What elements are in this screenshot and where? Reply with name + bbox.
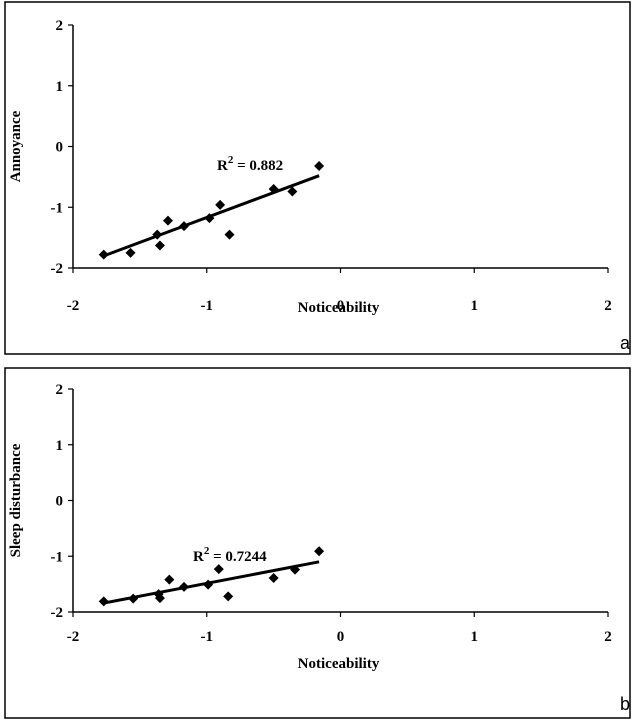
y-tick-label: 1 (56, 79, 64, 95)
data-point (179, 581, 190, 592)
x-tick-label: -2 (67, 298, 80, 314)
chart-panel-sleep-disturbance: -2 -1 0 1 2 -2 -1 0 1 2 Noticeability Sleep disturb… (0, 366, 642, 721)
data-point (154, 593, 165, 604)
data-point (179, 221, 190, 232)
data-point (204, 213, 215, 224)
x-tick-label: -2 (67, 629, 80, 645)
annoyance-chart: -2 -1 0 1 2 -2 -1 0 1 2 Noticeability Annoyance R2 =… (4, 1, 631, 355)
data-point (152, 229, 163, 240)
data-point (314, 160, 325, 171)
data-point (268, 572, 279, 583)
x-tick-label: 0 (337, 298, 345, 314)
data-point (314, 546, 325, 557)
x-tick-label: -1 (201, 629, 214, 645)
data-point (213, 564, 224, 575)
data-point (162, 215, 173, 226)
r-squared-annotation: R2 = 0.882 (217, 154, 283, 174)
y-tick-label: -2 (51, 261, 64, 277)
chart-frame (4, 1, 631, 355)
chart-panel-annoyance: -2 -1 0 1 2 -2 -1 0 1 2 Noticeability Annoyance R2 =… (0, 0, 642, 360)
data-point (125, 247, 136, 258)
data-point (154, 240, 165, 251)
y-tick-label: 1 (56, 438, 64, 454)
y-tick-label: -2 (51, 605, 64, 621)
data-point (290, 564, 301, 575)
y-tick-label: -1 (51, 200, 64, 216)
data-point (153, 589, 164, 600)
y-axis-label: Annoyance (8, 110, 24, 182)
data-point (98, 249, 109, 260)
y-tick-label: -1 (51, 549, 64, 565)
y-tick-label: 0 (56, 140, 64, 156)
x-axis-label: Noticeability (298, 656, 380, 672)
data-point (223, 591, 234, 602)
data-point (224, 229, 235, 240)
data-point (287, 186, 298, 197)
data-point (215, 199, 226, 210)
x-tick-label: -1 (201, 298, 214, 314)
x-tick-label: 1 (471, 629, 479, 645)
x-tick-label: 0 (337, 629, 345, 645)
r-squared-annotation: R2 = 0.7244 (193, 545, 267, 565)
data-point (164, 574, 175, 585)
sleep-disturbance-chart: -2 -1 0 1 2 -2 -1 0 1 2 Noticeability Sleep disturb… (4, 367, 631, 719)
y-axis-label: Sleep disturbance (8, 443, 24, 557)
data-point (98, 596, 109, 607)
data-point (128, 593, 139, 604)
y-tick-label: 2 (56, 18, 64, 34)
x-tick-label: 2 (604, 629, 612, 645)
y-tick-label: 2 (56, 382, 64, 398)
panel-label: a (620, 333, 631, 353)
x-axis-label: Noticeability (298, 300, 380, 316)
panel-label: b (620, 694, 631, 714)
y-tick-label: 0 (56, 494, 64, 510)
chart-frame (4, 367, 631, 719)
data-point (268, 184, 279, 195)
trend-line (103, 560, 320, 605)
x-tick-label: 1 (471, 298, 479, 314)
x-tick-label: 2 (604, 298, 612, 314)
data-point (203, 579, 214, 590)
